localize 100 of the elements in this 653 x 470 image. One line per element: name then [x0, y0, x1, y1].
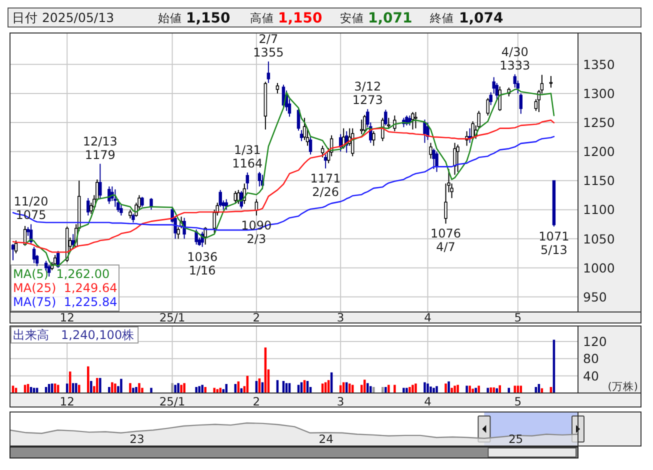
x-tick-label: 3 — [336, 394, 344, 408]
bar — [450, 388, 453, 393]
bar — [382, 386, 384, 393]
bar — [402, 388, 405, 393]
bar — [424, 382, 426, 393]
bar — [490, 387, 492, 393]
bar — [448, 381, 450, 393]
candlestick — [150, 198, 153, 210]
candlestick — [86, 198, 90, 216]
bar — [138, 383, 140, 393]
candlestick — [486, 98, 490, 116]
annotation: 1071 5/13 — [538, 230, 570, 258]
y-tick-label: 1050 — [583, 231, 615, 246]
candlestick — [456, 144, 460, 172]
annotation: 1036 1/16 — [187, 250, 218, 278]
y-tick-label: 1300 — [583, 86, 615, 101]
candlestick — [435, 151, 438, 172]
bar — [114, 384, 116, 393]
bar — [195, 386, 198, 393]
bar — [132, 388, 134, 393]
bar — [486, 388, 489, 393]
annotation: 12/13 1179 — [82, 134, 118, 162]
bar — [414, 384, 417, 393]
bar — [96, 378, 98, 393]
x-tick-label: 4 — [424, 394, 432, 408]
bar — [183, 383, 186, 393]
y-axis-title: (万株) — [608, 380, 638, 393]
x-tick-label: 2 — [252, 394, 260, 408]
text: 終値 1,074 — [429, 10, 504, 26]
y-tick-label: 1250 — [583, 115, 615, 130]
candlestick — [276, 82, 280, 94]
bar — [426, 384, 429, 393]
y-tick-label: 1100 — [583, 202, 615, 218]
candlestick — [444, 183, 448, 224]
bar — [394, 384, 396, 393]
bar — [150, 388, 152, 393]
bar — [180, 384, 182, 393]
bar — [198, 386, 200, 393]
series-label: MA(5) 1,262.00 — [13, 267, 110, 281]
candlestick — [300, 130, 304, 142]
candlestick — [11, 243, 15, 261]
candlestick — [308, 136, 312, 155]
bar — [388, 384, 390, 393]
candlestick — [234, 190, 237, 204]
x-tick-label: 25/1 — [159, 394, 186, 408]
bar — [492, 387, 495, 393]
x-tick-label: 12 — [60, 310, 74, 324]
bar — [120, 378, 122, 393]
candlestick — [218, 189, 222, 208]
bar — [135, 386, 138, 393]
x-tick-label: 5 — [514, 394, 522, 408]
bar — [204, 386, 206, 393]
text: 始値 1,150 — [158, 10, 231, 26]
x-tick-label: 3 — [336, 310, 344, 324]
x-tick-label: 24 — [318, 432, 334, 446]
candlestick — [98, 163, 102, 199]
candlestick — [429, 142, 432, 160]
candlestick — [266, 60, 270, 84]
bar — [171, 383, 174, 393]
y-tick-label: 1200 — [583, 144, 615, 160]
annotation: 1/31 1164 — [232, 143, 263, 170]
bar — [108, 386, 110, 393]
x-tick-label: 23 — [130, 432, 144, 446]
annotation: 3/12 1273 — [352, 80, 383, 108]
bar — [474, 388, 477, 393]
candlestick — [324, 154, 328, 169]
bar — [468, 386, 471, 393]
bar — [213, 388, 216, 393]
bar — [412, 384, 414, 393]
candlestick — [384, 109, 388, 126]
bar — [87, 366, 90, 393]
candlestick — [360, 119, 364, 135]
annotation: 1076 4/7 — [430, 226, 462, 254]
y-tick-label: 1000 — [583, 260, 615, 276]
text: 高値 1,150 — [250, 10, 323, 26]
bar — [363, 380, 366, 393]
x-tick-label: 4 — [424, 310, 432, 324]
y-tick-label: 40 — [583, 368, 599, 384]
candlestick — [549, 76, 553, 88]
text: MA(75) 1,225.84 — [13, 295, 118, 309]
candlestick — [519, 92, 522, 114]
bar — [408, 386, 411, 393]
bar — [456, 384, 459, 393]
candlestick — [194, 228, 198, 246]
candlestick — [387, 117, 390, 129]
bar — [219, 388, 222, 393]
candlestick — [176, 226, 180, 240]
y-tick-label: 1150 — [583, 173, 615, 188]
candlestick — [72, 234, 75, 249]
chart-title: 出来高 1,240,100株 — [13, 328, 134, 342]
bar — [478, 386, 480, 393]
bar — [129, 383, 132, 393]
bar — [111, 382, 114, 393]
annotation: 1171 2/26 — [310, 171, 341, 199]
y-tick-label: 950 — [583, 289, 607, 304]
annotation: 4/30 1333 — [500, 44, 530, 72]
candlestick — [108, 186, 111, 204]
bar — [454, 386, 456, 393]
candlestick — [363, 114, 366, 133]
bar — [466, 386, 468, 393]
